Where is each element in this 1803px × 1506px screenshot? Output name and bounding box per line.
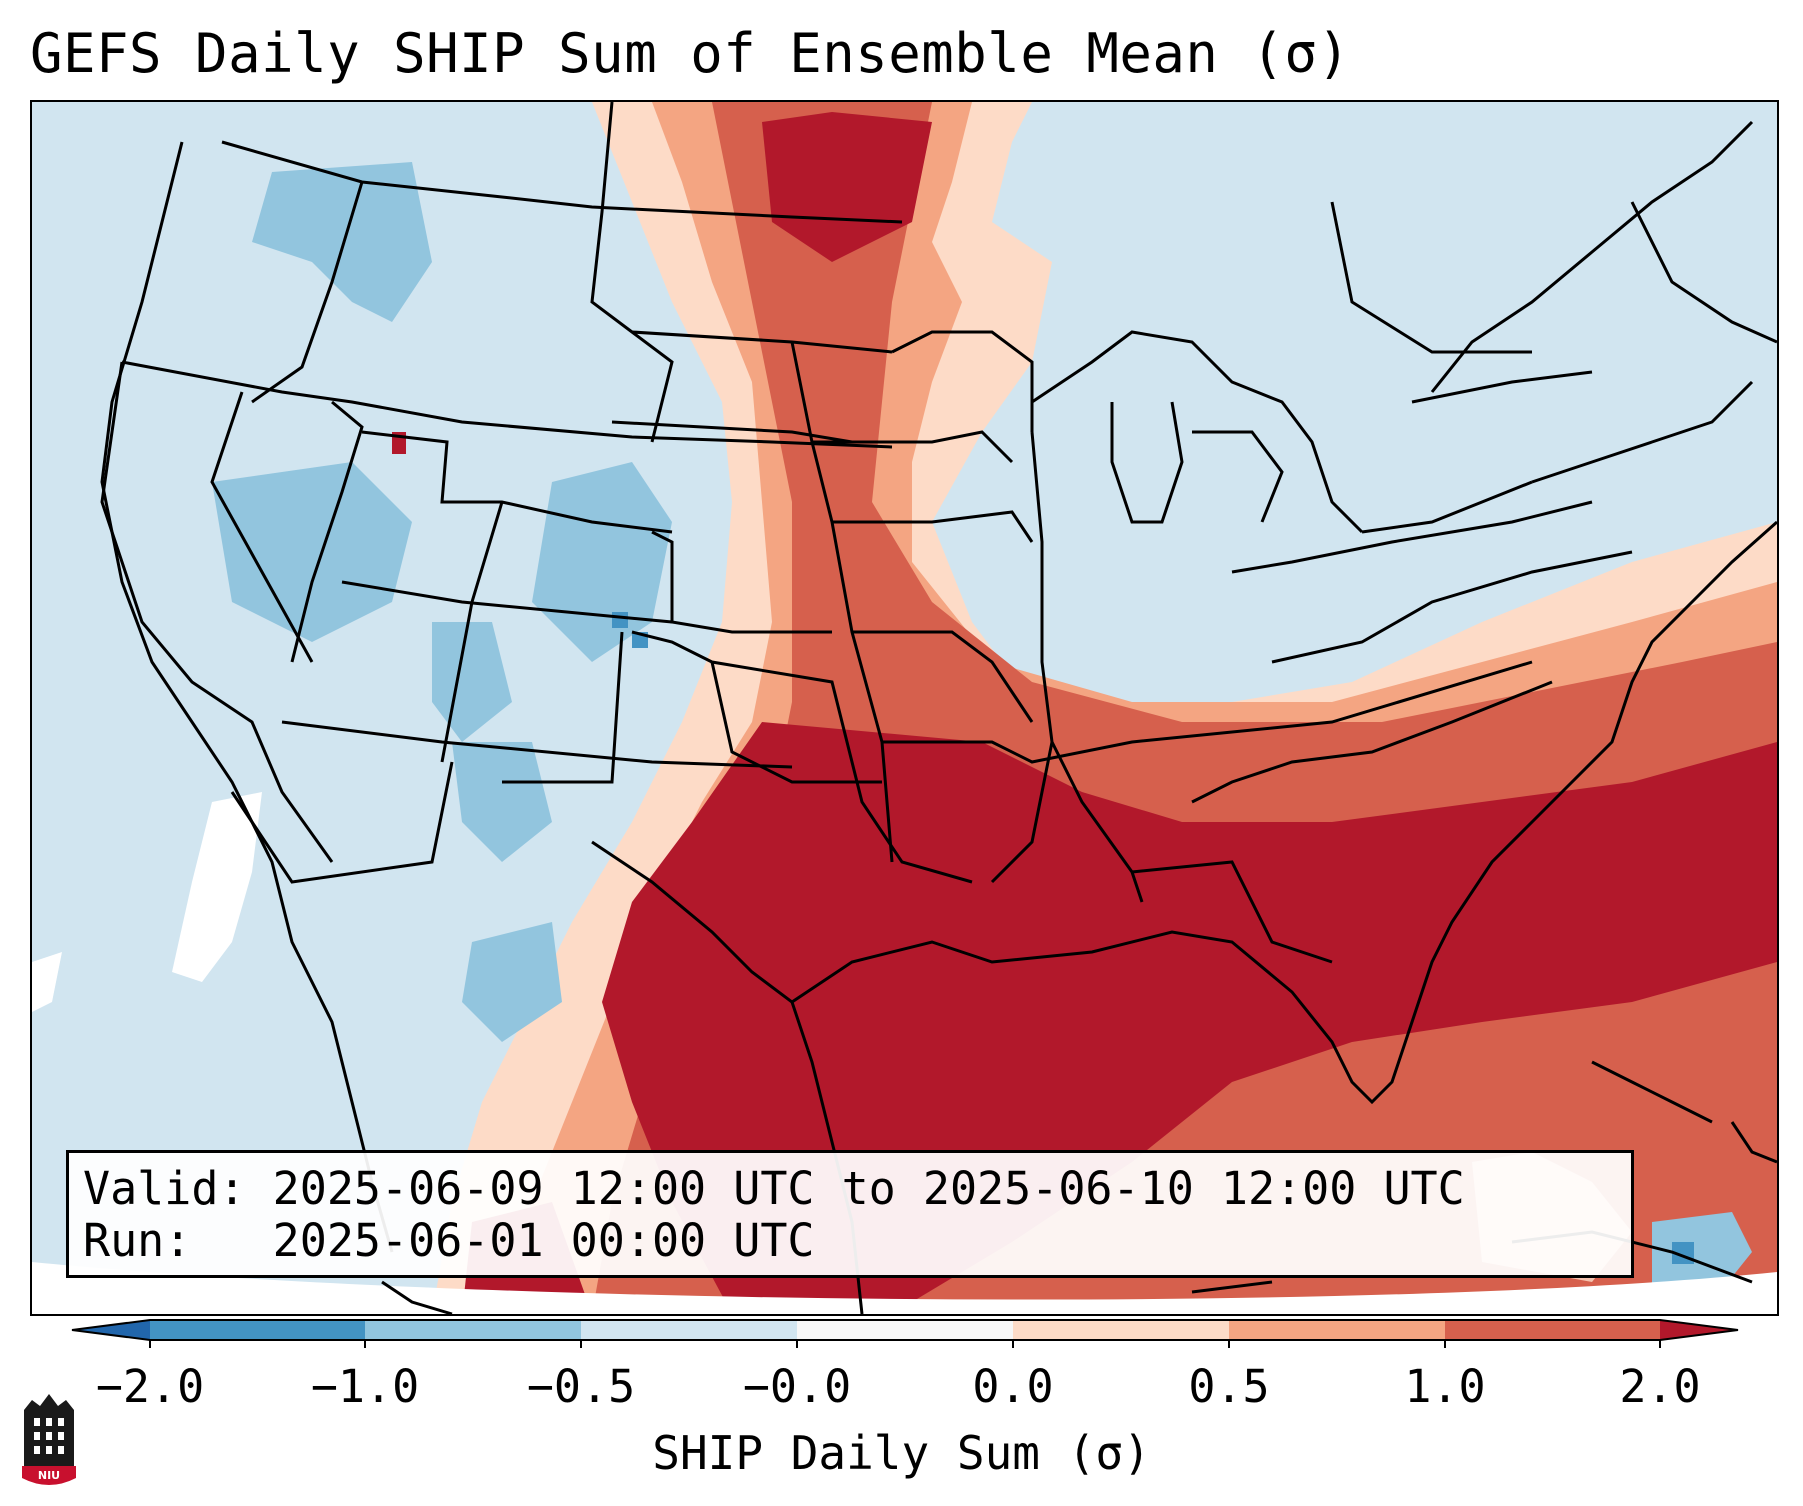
state-boundaries — [100, 102, 1777, 964]
colorbar-bin — [797, 1320, 1013, 1340]
colorbar-tick-label: 0.0 — [972, 1360, 1054, 1413]
valid-value: 2025-06-09 12:00 UTC to 2025-06-10 12:00… — [272, 1162, 1465, 1215]
colorbar-bin — [365, 1320, 581, 1340]
colorbar-bin — [1445, 1320, 1660, 1340]
logo-text: NIU — [38, 1469, 60, 1482]
colorbar-extend-low — [72, 1320, 150, 1340]
colorbar-bin — [1229, 1320, 1445, 1340]
colorbar-tick-label: 2.0 — [1619, 1360, 1701, 1413]
colorbar-tick-label: 1.0 — [1404, 1360, 1486, 1413]
niu-logo-icon: NIU — [22, 1394, 76, 1485]
colorbar-tick-label: −0.0 — [742, 1360, 852, 1413]
colorbar-tick-label: 0.5 — [1188, 1360, 1270, 1413]
map-title: GEFS Daily SHIP Sum of Ensemble Mean (σ) — [30, 22, 1351, 85]
run-value: 2025-06-01 00:00 UTC — [272, 1214, 815, 1267]
colorbar-bin — [1013, 1320, 1229, 1340]
validity-info-box: Valid: 2025-06-09 12:00 UTC to 2025-06-1… — [66, 1150, 1634, 1278]
map-panel — [30, 100, 1779, 1316]
colorbar-tick-label: −2.0 — [95, 1360, 205, 1413]
run-label: Run: — [83, 1214, 192, 1267]
colorbar-tick-label: −1.0 — [310, 1360, 420, 1413]
colorbar-bin — [581, 1320, 797, 1340]
colorbar-bin — [150, 1320, 365, 1340]
colorbar-extend-high — [1660, 1320, 1738, 1340]
colorbar — [71, 1319, 1739, 1348]
colorbar-tick-label: −0.5 — [526, 1360, 636, 1413]
colorbar-label: SHIP Daily Sum (σ) — [652, 1426, 1151, 1480]
valid-label: Valid: — [83, 1162, 246, 1215]
